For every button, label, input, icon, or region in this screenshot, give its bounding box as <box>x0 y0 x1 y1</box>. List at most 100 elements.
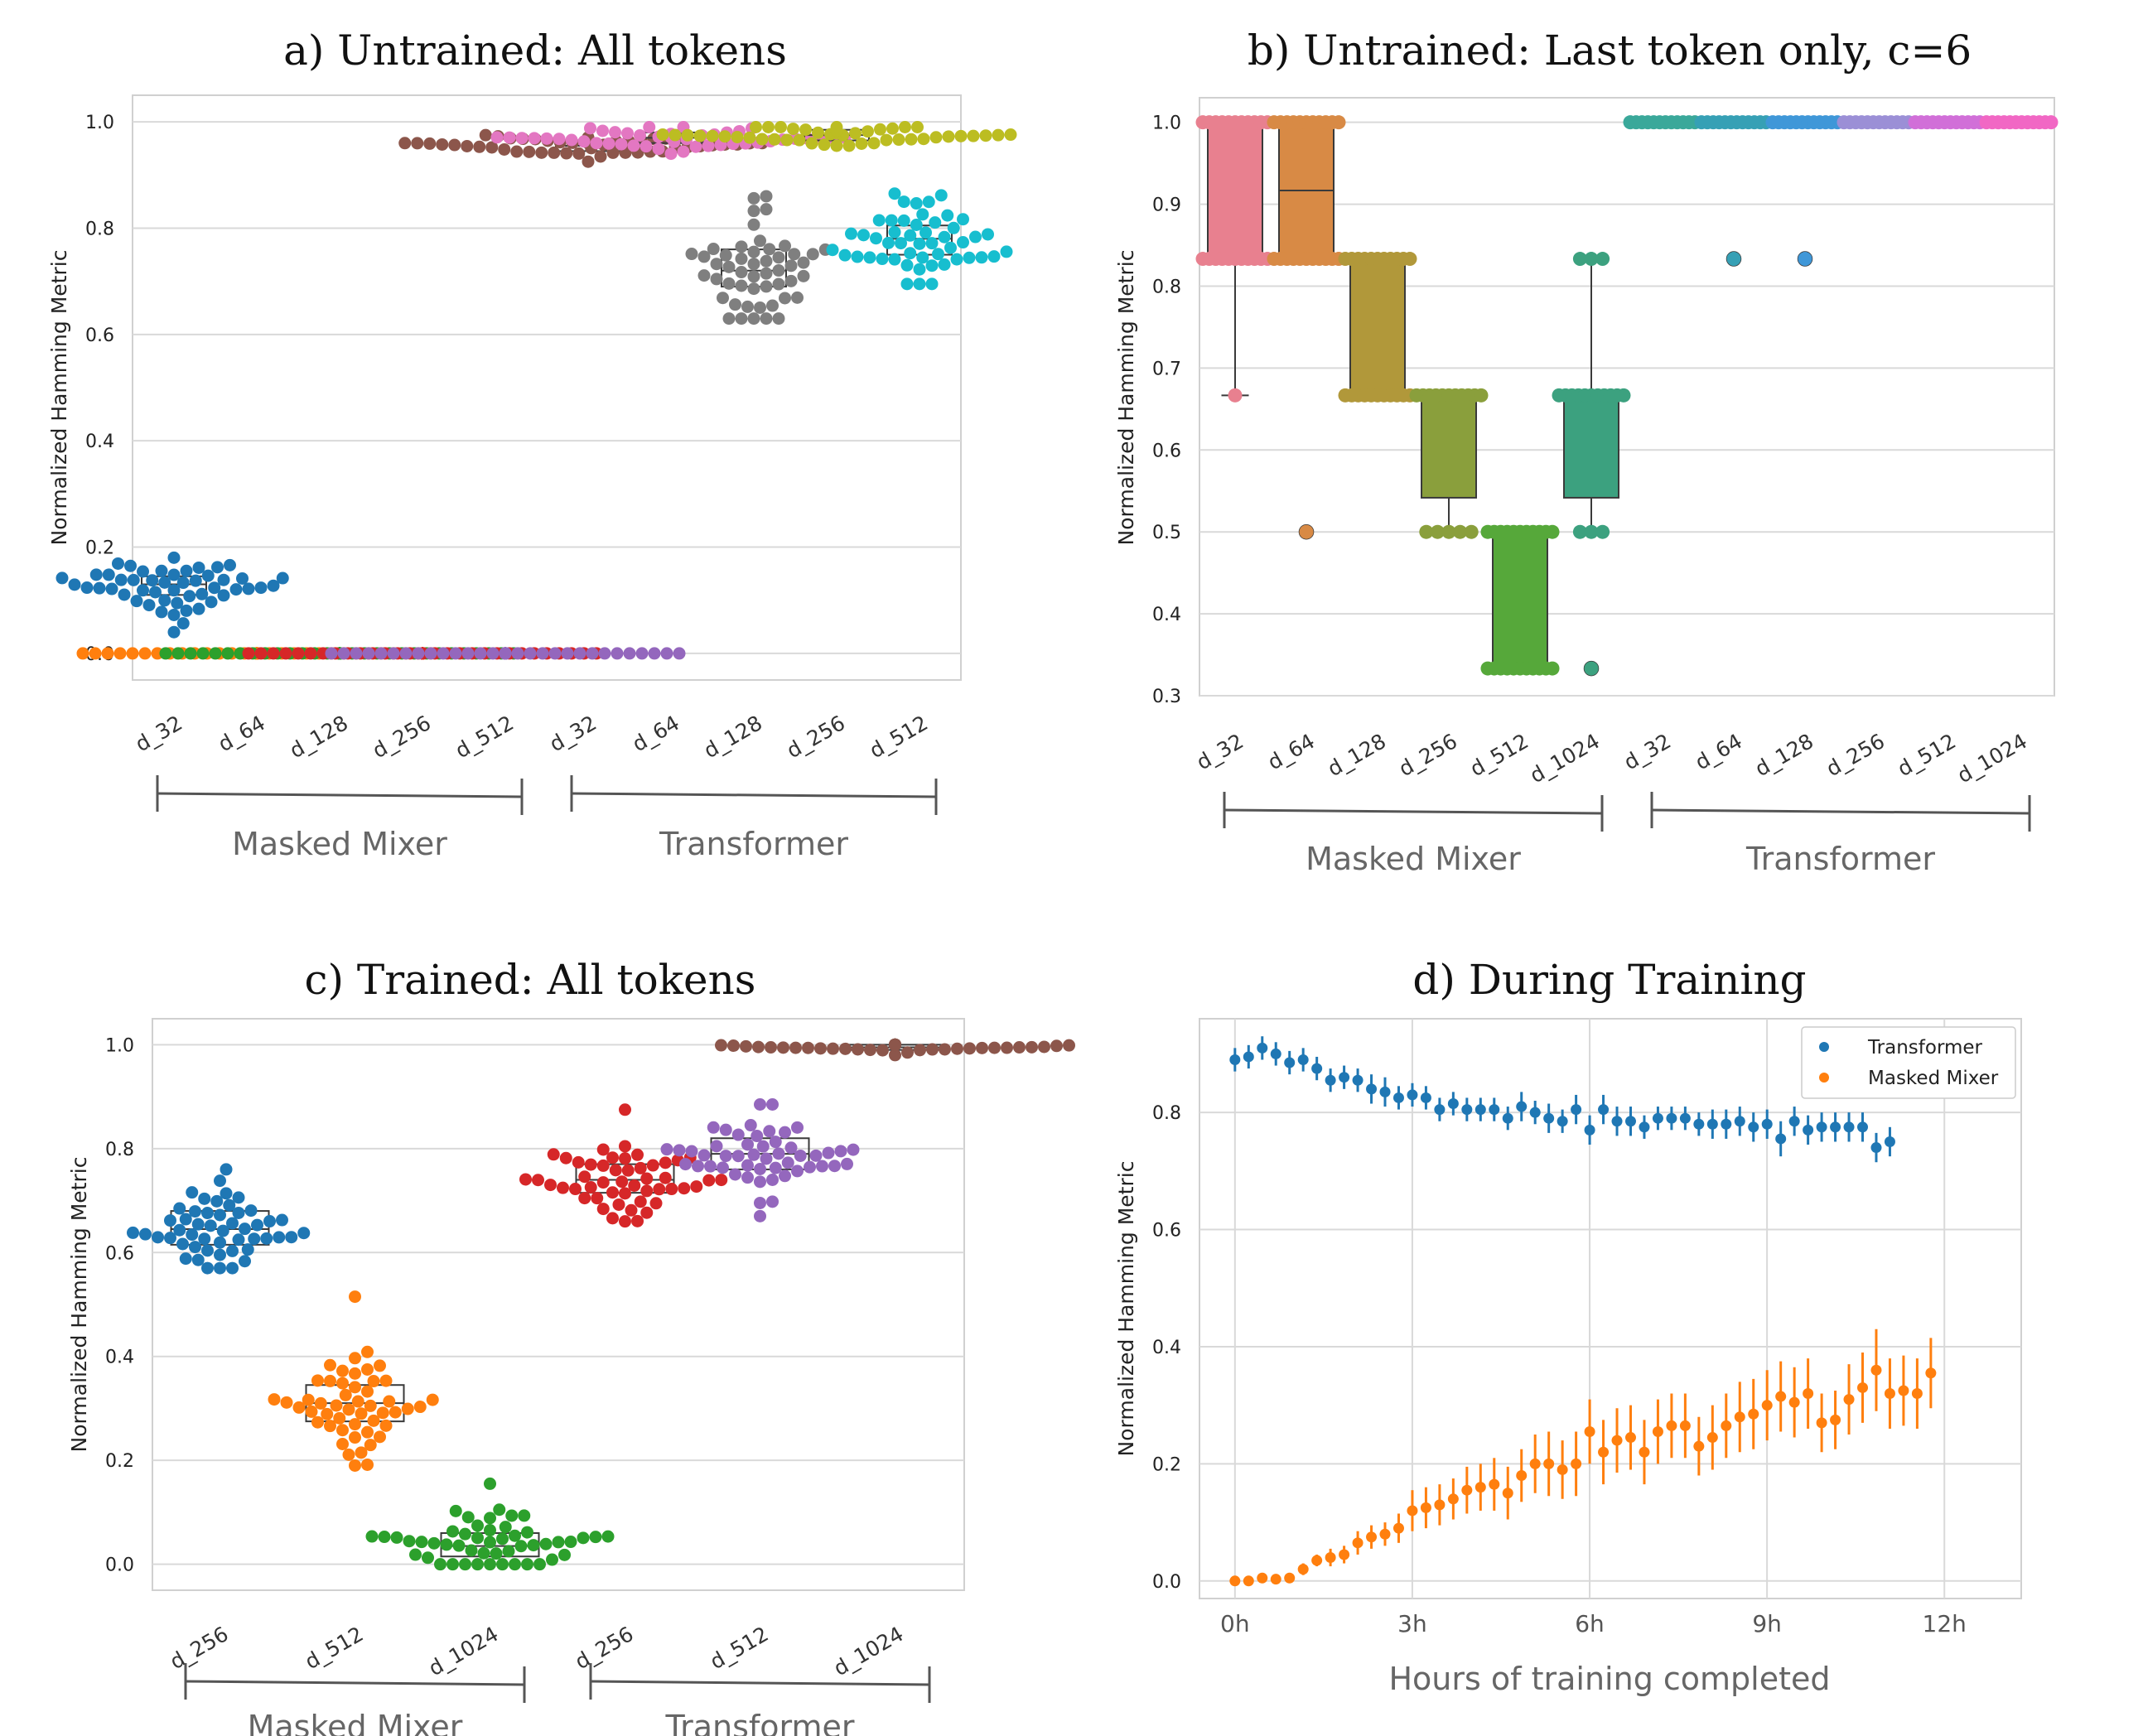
panel-d-point <box>1229 1575 1241 1587</box>
panel-c-swarm-point <box>210 1194 224 1208</box>
panel-c-swarm-point <box>625 1203 638 1217</box>
panel-a-swarm-point <box>461 647 475 660</box>
panel-a-swarm-point <box>710 272 723 286</box>
panel-a-swarm-point <box>905 133 918 146</box>
panel-c-swarm-point <box>477 1546 490 1560</box>
panel-c-swarm-point <box>779 1126 791 1139</box>
panel-c-swarm-point <box>459 1558 471 1571</box>
panel-c-swarm-point <box>558 1548 571 1561</box>
panel-c-swarm-point <box>189 1205 201 1218</box>
panel-a-swarm-point <box>944 241 957 254</box>
panel-c-swarm-point <box>226 1244 239 1257</box>
panel-c-swarm-point <box>649 1197 663 1210</box>
panel-c-swarm-point <box>707 1121 720 1134</box>
panel-c-swarm-point <box>794 1149 807 1162</box>
panel-c-swarm-point <box>521 1526 533 1539</box>
panel-d-point <box>1857 1121 1869 1133</box>
panel-a-swarm-point <box>863 251 876 264</box>
panel-c-swarm-point <box>509 1558 521 1571</box>
panel-d-point <box>1775 1391 1787 1402</box>
panel-a-swarm-point <box>112 557 124 570</box>
panel-c-swarm-point <box>241 1243 254 1256</box>
panel-b-swarm-point <box>1464 524 1479 539</box>
panel-c-swarm-point <box>349 1431 361 1444</box>
panel-c-swarm-point <box>606 1212 619 1225</box>
panel-d-point <box>1884 1136 1895 1147</box>
panel-a-swarm-point <box>938 258 951 271</box>
panel-d-ytick-label: 0.8 <box>1152 1103 1181 1124</box>
panel-c-swarm-point <box>834 1145 847 1158</box>
legend-frame <box>1801 1026 2016 1099</box>
panel-a-group-bracket <box>571 792 937 798</box>
panel-c-swarm-point <box>367 1375 380 1388</box>
panel-c-swarm-point <box>852 1043 864 1056</box>
legend-transformer-marker <box>1819 1042 1829 1052</box>
panel-a-swarm-point <box>279 647 292 660</box>
panel-a-swarm-point <box>192 561 205 574</box>
panel-a-swarm-point <box>916 208 929 221</box>
panel-a-swarm-point <box>189 574 202 587</box>
panel-a-swarm-point <box>917 133 930 146</box>
panel-c-swarm-point <box>988 1041 1001 1054</box>
panel-c-swarm-point <box>660 1143 673 1156</box>
panel-c-swarm-point <box>719 1123 732 1136</box>
panel-a-swarm-point <box>350 647 363 660</box>
panel-c-swarm-point <box>527 1539 540 1552</box>
panel-b-swarm-point <box>2044 115 2059 130</box>
panel-d-point <box>1830 1414 1841 1425</box>
panel-c-swarm-point <box>349 1352 361 1365</box>
panel-c-swarm-point <box>361 1362 374 1376</box>
panel-a-swarm-point <box>602 137 615 150</box>
panel-c-swarm-point <box>741 1159 754 1172</box>
panel-a-swarm-point <box>788 248 801 261</box>
panel-a-swarm-point <box>934 189 948 202</box>
panel-a-swarm-point <box>849 127 862 140</box>
panel-a-swarm-point <box>929 131 943 144</box>
panel-a-swarm-point <box>362 647 375 660</box>
panel-c-swarm-point <box>578 1170 591 1184</box>
panel-a-swarm-point <box>184 647 197 660</box>
panel-c-swarm-point <box>201 1244 214 1257</box>
panel-a-swarm-point <box>267 579 280 592</box>
panel-a-swarm-point <box>706 129 719 142</box>
panel-c-swarm-point <box>232 1206 245 1219</box>
panel-a-swarm-point <box>942 130 955 143</box>
panel-c-swarm-point <box>1063 1039 1075 1052</box>
panel-d-ytick-label: 0.0 <box>1152 1572 1181 1593</box>
panel-c-ytick-label: 0.0 <box>105 1555 134 1576</box>
panel-b-group-label: Masked Mixer <box>1306 841 1521 877</box>
panel-c-swarm-point <box>471 1519 484 1532</box>
panel-d-point <box>1666 1112 1677 1124</box>
panel-c-swarm-point <box>374 1359 386 1372</box>
panel-a-ytick-label: 0.2 <box>85 538 114 559</box>
panel-c-swarm-point <box>665 1183 678 1196</box>
panel-a-swarm-point <box>697 269 711 282</box>
panel-b-title: b) Untrained: Last token only, c=6 <box>1248 27 1972 75</box>
panel-c-swarm-point <box>769 1136 782 1149</box>
panel-a-swarm-point <box>805 137 818 150</box>
panel-a-swarm-point <box>722 260 736 273</box>
panel-c-swarm-point <box>754 1162 766 1175</box>
panel-c-swarm-point <box>596 1176 610 1189</box>
panel-d-point <box>1639 1121 1650 1133</box>
panel-a-swarm-point <box>167 608 181 621</box>
panel-c-swarm-point <box>901 1046 914 1059</box>
panel-a-swarm-point <box>681 128 694 142</box>
panel-d-ylabel: Normalized Hamming Metric <box>1114 1161 1138 1457</box>
panel-c-swarm-point <box>361 1385 374 1398</box>
panel-a-swarm-point <box>775 121 787 134</box>
panel-a-swarm-point <box>242 647 255 660</box>
panel-c-swarm-point <box>493 1503 506 1517</box>
panel-d-point <box>1884 1388 1895 1400</box>
panel-b-swarm-point <box>1595 252 1610 267</box>
panel-a-swarm-point <box>929 216 942 229</box>
panel-c-swarm-point <box>763 1125 776 1138</box>
panel-d-point <box>1366 1531 1378 1543</box>
panel-c-swarm-point <box>349 1290 361 1304</box>
panel-a-swarm-point <box>221 647 234 660</box>
panel-d-point <box>1652 1112 1663 1124</box>
panel-d-point <box>1489 1478 1500 1490</box>
panel-c-category-label: d_1024 <box>424 1622 502 1681</box>
panel-b-ytick-label: 0.3 <box>1152 687 1181 707</box>
panel-c-swarm-point <box>533 1558 546 1571</box>
